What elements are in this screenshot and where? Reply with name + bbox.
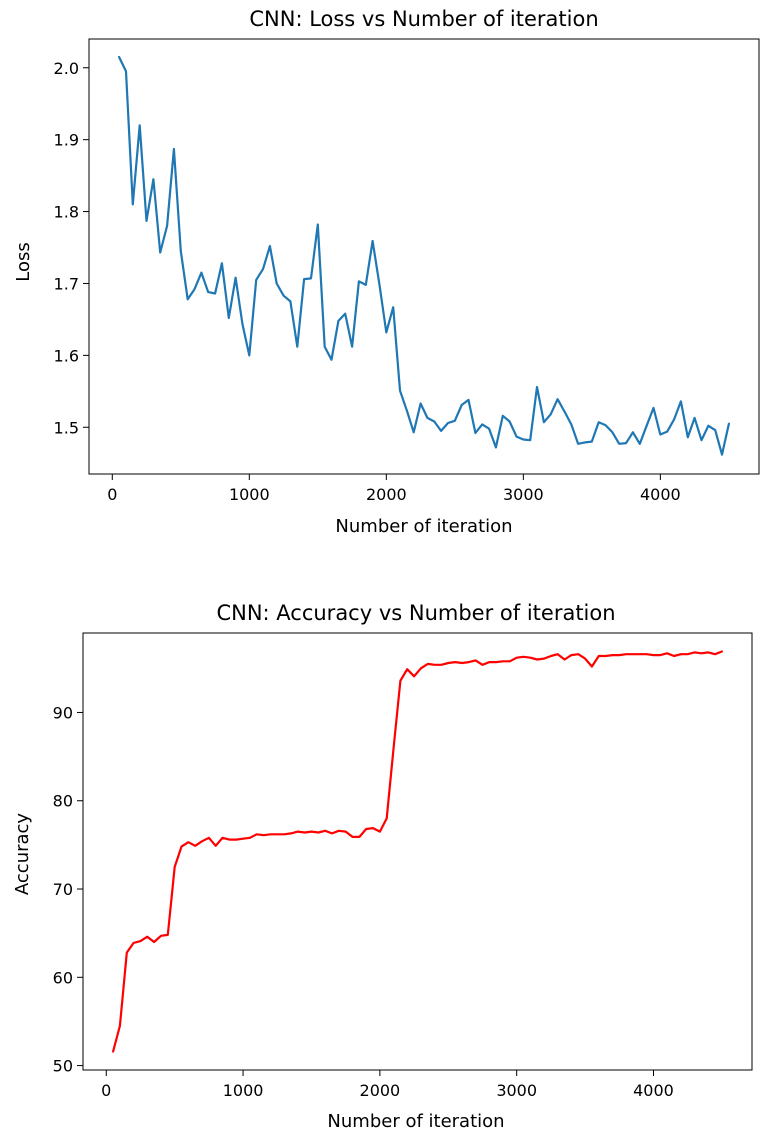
loss-y-tick-label: 1.5 <box>54 418 79 437</box>
loss-y-axis-label: Loss <box>13 242 34 281</box>
accuracy-x-tick-label: 0 <box>101 1081 111 1100</box>
accuracy-x-tick-label: 2000 <box>360 1081 401 1100</box>
accuracy-y-tick-label: 50 <box>53 1057 73 1076</box>
loss-y-axis: 1.5 1.6 1.7 1.8 1.9 2.0 <box>54 59 89 437</box>
accuracy-y-axis-label: Accuracy <box>12 813 33 896</box>
accuracy-y-tick-label: 90 <box>53 703 73 722</box>
loss-y-tick-label: 2.0 <box>54 59 79 78</box>
accuracy-y-tick-label: 70 <box>53 880 73 899</box>
accuracy-chart-title: CNN: Accuracy vs Number of iteration <box>216 601 615 625</box>
loss-y-tick-label: 1.8 <box>54 203 79 222</box>
loss-x-tick-label: 3000 <box>503 485 544 504</box>
accuracy-series <box>111 650 724 1053</box>
accuracy-chart: CNN: Accuracy vs Number of iteration 50 6… <box>12 601 753 1132</box>
loss-plot-area <box>88 38 760 475</box>
accuracy-plot-area <box>82 632 753 1071</box>
accuracy-y-tick-label: 80 <box>53 792 73 811</box>
loss-x-axis: 0 1000 2000 3000 4000 <box>107 474 681 504</box>
accuracy-x-axis-label: Number of iteration <box>327 1111 504 1132</box>
loss-y-tick-label: 1.6 <box>54 346 79 365</box>
loss-x-tick-label: 0 <box>107 485 117 504</box>
loss-x-tick-label: 2000 <box>366 485 407 504</box>
loss-line <box>117 55 731 456</box>
loss-x-tick-label: 4000 <box>640 485 681 504</box>
accuracy-x-tick-label: 3000 <box>496 1081 537 1100</box>
accuracy-x-axis: 0 1000 2000 3000 4000 <box>101 1070 674 1100</box>
loss-series <box>117 55 731 456</box>
loss-chart-title: CNN: Loss vs Number of iteration <box>249 7 598 31</box>
loss-chart: CNN: Loss vs Number of iteration 1.51.61… <box>13 7 760 537</box>
accuracy-x-tick-label: 1000 <box>223 1081 264 1100</box>
loss-y-tick-label: 1.7 <box>54 274 79 293</box>
loss-x-axis-label: Number of iteration <box>335 516 512 537</box>
loss-x-tick-label: 1000 <box>229 485 270 504</box>
loss-y-tick-label: 1.9 <box>54 131 79 150</box>
accuracy-y-tick-label: 60 <box>53 968 73 987</box>
accuracy-y-axis: 50 60 70 80 90 <box>53 703 83 1076</box>
accuracy-x-tick-label: 4000 <box>633 1081 674 1100</box>
accuracy-line <box>111 650 724 1053</box>
